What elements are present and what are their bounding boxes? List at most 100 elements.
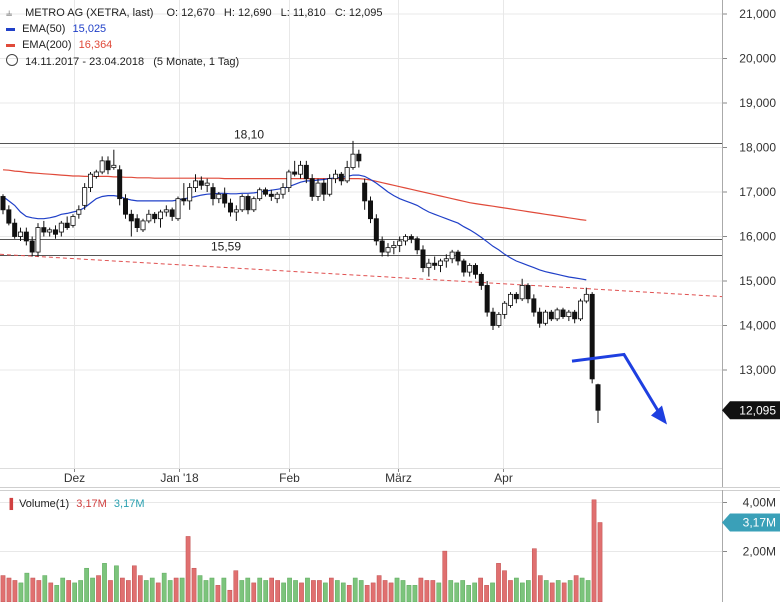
candle-body	[111, 164, 117, 168]
candle-body	[222, 193, 228, 204]
month-tick-label: Jan '18	[160, 471, 199, 485]
candle-body	[525, 285, 531, 300]
volume-tick-label: 4,00M	[743, 496, 776, 510]
candle-body	[93, 171, 99, 177]
candle-body	[554, 309, 560, 320]
ema50-legend[interactable]: EMA(50) 15,025	[6, 22, 106, 36]
candle-body	[455, 251, 461, 262]
volume-bar	[567, 580, 573, 602]
candle-body	[315, 182, 321, 197]
volume-bar	[30, 577, 36, 602]
date-range-legend: 14.11.2017 - 23.04.2018 (5 Monate, 1 Tag…	[6, 54, 239, 69]
volume-bar	[120, 577, 125, 602]
volume-bar	[281, 582, 286, 602]
candle-body	[268, 193, 274, 197]
month-tick-label: Feb	[279, 471, 300, 485]
ema200-value: 16,364	[78, 39, 113, 51]
price-tick-label: 16,000	[739, 230, 776, 244]
candle-body	[472, 265, 478, 275]
volume-bar	[442, 550, 448, 602]
volume-bar	[460, 580, 466, 602]
volume-bar	[412, 585, 418, 602]
volume-bar	[18, 582, 24, 602]
candle-body	[152, 213, 158, 220]
instrument-name: METRO AG (XETRA, last)	[25, 7, 154, 19]
candle-body	[157, 211, 163, 220]
volume-bar	[263, 580, 269, 602]
volume-bar	[502, 570, 507, 602]
volume-bar	[143, 580, 149, 602]
candle-body	[262, 189, 268, 195]
month-tick-label: März	[385, 471, 412, 485]
candle-body	[367, 200, 373, 220]
volume-bar	[543, 580, 549, 602]
candle-body	[350, 153, 356, 168]
volume-bar	[388, 582, 394, 602]
volume-bar	[597, 522, 603, 602]
volume-bar	[484, 585, 489, 602]
volume-bar	[520, 582, 525, 602]
candle-body	[245, 196, 251, 211]
candle-body	[53, 229, 59, 235]
candle-body	[99, 160, 105, 173]
volume-bar	[0, 575, 6, 602]
volume-bar	[394, 577, 400, 602]
candle-body	[210, 187, 216, 200]
candle-body	[297, 164, 303, 175]
candle-body	[595, 384, 601, 411]
ema200-swatch	[6, 43, 15, 47]
candle-body	[560, 309, 566, 317]
volume-bar	[370, 582, 376, 602]
candle-body	[484, 285, 490, 313]
volume-bar	[531, 548, 537, 602]
volume-bar	[215, 585, 221, 602]
volume-legend: ▐ Volume(1) 3,17M 3,17M	[6, 498, 145, 510]
candle-body	[0, 196, 6, 211]
volume-bar	[305, 577, 310, 602]
candle-body	[432, 262, 438, 266]
volume-last-label: 3,17M	[743, 516, 776, 530]
volume-bar	[48, 582, 54, 602]
ema200-line	[2, 169, 587, 221]
price-panel-bg	[0, 0, 780, 487]
volume-bar	[102, 563, 107, 602]
volume-bar	[549, 582, 555, 602]
month-tick-label: Dez	[64, 471, 85, 485]
candle-body	[204, 182, 210, 186]
volume-bar	[66, 580, 72, 602]
volume-last-badge	[722, 513, 780, 532]
volume-bar	[424, 580, 430, 602]
volume-bar	[60, 577, 66, 602]
price-tick-label: 17,000	[739, 185, 776, 199]
candle-body	[356, 153, 362, 162]
volume-bar	[245, 577, 251, 602]
candle-body	[327, 178, 333, 195]
candle-body	[437, 260, 443, 266]
candle-body	[251, 198, 257, 211]
volume-bar	[526, 580, 531, 602]
candle-body	[274, 193, 280, 200]
volume-bar	[42, 575, 48, 602]
volume-bar	[472, 582, 477, 602]
chart-header-ohlc: ⫨ METRO AG (XETRA, last) O: 12,670 H: 12…	[6, 7, 383, 19]
candle-body	[198, 180, 204, 186]
volume-bar	[6, 577, 12, 602]
volume-bar	[233, 570, 239, 602]
candle-body	[362, 182, 368, 202]
candle-body	[169, 209, 175, 217]
candle-body	[583, 293, 589, 302]
candle-body	[227, 202, 233, 213]
candle-body	[338, 173, 344, 182]
candle-body	[123, 198, 129, 215]
volume-bar	[173, 577, 179, 602]
candle-body	[17, 231, 23, 237]
candle-body	[257, 189, 263, 200]
volume-bar	[257, 577, 263, 602]
candle-body	[187, 187, 193, 202]
candle-body	[70, 216, 76, 226]
ema200-legend[interactable]: EMA(200) 16,364	[6, 38, 112, 52]
low-value: 11,810	[292, 7, 326, 19]
volume-bar	[299, 582, 304, 602]
ema50-line	[2, 174, 587, 281]
